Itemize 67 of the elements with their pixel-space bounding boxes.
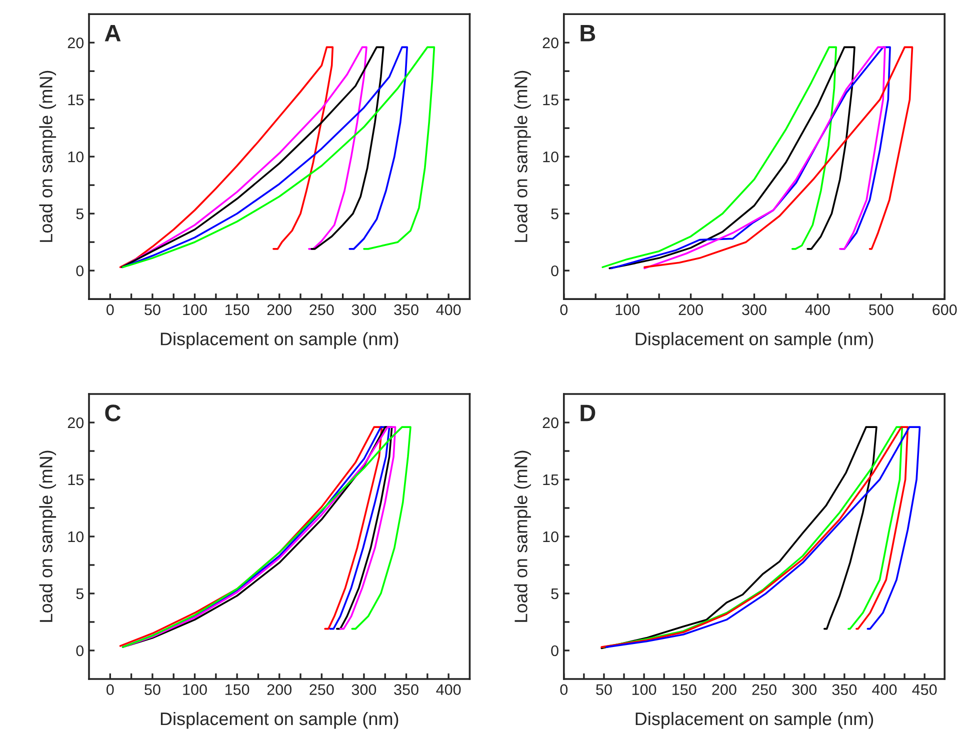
x-tick-label: 300: [352, 304, 376, 316]
x-tick-label: 200: [678, 304, 703, 316]
annotation: B: [580, 24, 596, 42]
x-tick-label: 50: [596, 684, 612, 696]
x-tick-label: 0: [106, 684, 114, 696]
y-tick-label: 5: [551, 208, 558, 220]
x-axis-title: Displacement on sample (nm): [636, 332, 874, 349]
y-axis-title: Load on sample (mN): [39, 450, 56, 622]
y-tick-label: 5: [551, 588, 558, 600]
annotation: C: [105, 404, 121, 422]
x-axis-title: Displacement on sample (nm): [160, 712, 398, 729]
x-tick-label: 300: [792, 684, 816, 696]
y-tick-label: 0: [551, 265, 558, 276]
y-tick-label: 20: [68, 417, 84, 428]
x-tick-label: 0: [560, 304, 568, 316]
x-tick-label: 100: [183, 304, 207, 316]
x-tick-label: 0: [106, 304, 114, 316]
y-axis-title: Load on sample (mN): [514, 70, 531, 242]
y-tick-label: 15: [543, 474, 558, 486]
y-axis-title: Load on sample (mN): [514, 450, 531, 622]
y-tick-label: 5: [76, 208, 84, 220]
x-tick-label: 0: [560, 684, 568, 696]
y-tick-label: 10: [68, 151, 84, 162]
y-tick-label: 0: [551, 645, 558, 656]
x-tick-label: 100: [632, 684, 656, 696]
y-tick-label: 5: [76, 588, 84, 600]
x-tick-label: 250: [752, 684, 776, 696]
x-tick-label: 250: [310, 304, 334, 316]
y-tick-label: 20: [68, 38, 84, 48]
x-tick-label: 300: [742, 304, 766, 316]
y-tick-label: 10: [543, 531, 558, 542]
y-tick-label: 15: [68, 94, 84, 106]
y-tick-label: 15: [543, 94, 558, 106]
y-tick-label: 0: [76, 645, 84, 656]
x-tick-label: 50: [144, 684, 160, 696]
x-tick-label: 400: [436, 684, 461, 696]
x-tick-label: 350: [394, 304, 418, 316]
x-tick-label: 150: [225, 304, 250, 316]
y-tick-label: 0: [76, 265, 84, 276]
x-tick-label: 200: [267, 684, 292, 696]
y-tick-label: 10: [543, 151, 558, 162]
x-axis-title: Displacement on sample (nm): [160, 332, 398, 349]
x-tick-label: 600: [932, 304, 957, 316]
x-axis-title: Displacement on sample (nm): [636, 712, 874, 729]
x-tick-label: 200: [267, 304, 292, 316]
x-tick-label: 400: [872, 684, 897, 696]
x-tick-label: 400: [436, 304, 461, 316]
y-axis-title: Load on sample (mN): [39, 70, 56, 242]
y-tick-label: 20: [542, 417, 558, 428]
y-tick-label: 20: [542, 38, 558, 48]
x-tick-label: 450: [912, 684, 937, 696]
x-tick-label: 100: [183, 684, 207, 696]
annotation: A: [104, 24, 121, 42]
x-tick-label: 300: [352, 684, 376, 696]
x-tick-label: 350: [394, 684, 418, 696]
y-tick-label: 15: [68, 474, 84, 486]
annotation: D: [580, 404, 596, 422]
x-tick-label: 50: [144, 304, 160, 316]
x-tick-label: 250: [310, 684, 334, 696]
x-tick-label: 400: [805, 304, 830, 316]
x-tick-label: 350: [832, 684, 857, 696]
x-tick-label: 200: [712, 684, 736, 696]
x-tick-label: 500: [869, 304, 894, 316]
x-tick-label: 100: [616, 304, 640, 316]
x-tick-label: 150: [225, 684, 250, 696]
y-tick-label: 10: [68, 531, 84, 542]
x-tick-label: 150: [672, 684, 696, 696]
